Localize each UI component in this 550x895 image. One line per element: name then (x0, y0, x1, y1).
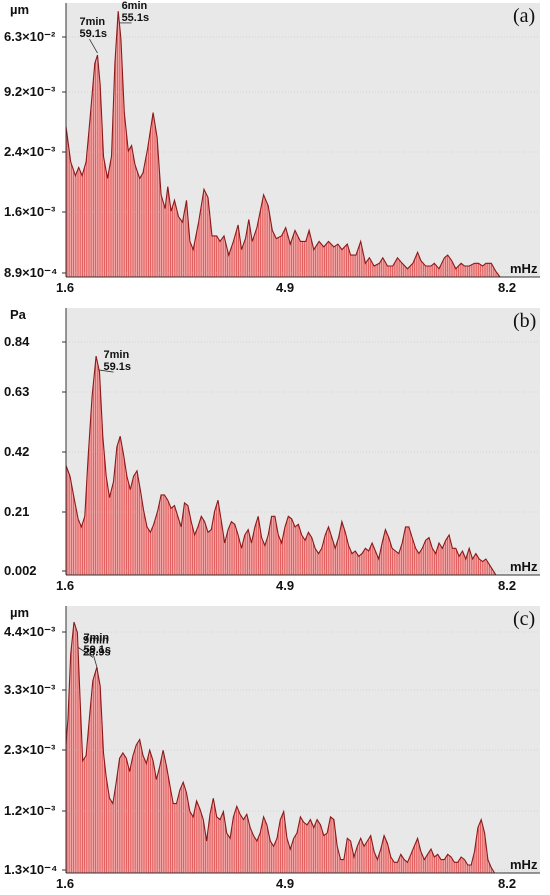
y-tick-label: 9.2×10⁻³ (4, 84, 56, 99)
annotation-line1: 7min (83, 632, 109, 644)
y-tick-label: 4.4×10⁻³ (4, 624, 56, 639)
spectrum-area (66, 622, 508, 873)
y-tick-label: 0.21 (4, 504, 29, 519)
y-tick-label: 6.3×10⁻² (4, 29, 56, 44)
x-tick-label: 4.9 (276, 578, 294, 593)
panel-2: 0.84 0.63 0.42 0.21 0.002 Pa 1.6 4.9 8.2 mHz (b) 7m… (4, 307, 540, 593)
annotation-line2: 59.1s (83, 644, 111, 656)
x-tick-label: 4.9 (276, 280, 294, 295)
spectrum-line (65, 11, 508, 278)
annotation-line2: 55.1s (122, 12, 150, 24)
spectrum-hatch (66, 21, 499, 277)
x-unit-label: mHz (510, 857, 538, 872)
y-tick-label: 1.2×10⁻³ (4, 803, 56, 818)
annotation-line1: 6min (122, 0, 148, 12)
y-tick-label: 0.002 (4, 563, 37, 578)
y-tick-label: 1.6×10⁻³ (4, 204, 56, 219)
grid (66, 631, 540, 871)
y-unit-label: µm (10, 2, 29, 17)
y-tick-label: 2.3×10⁻³ (4, 742, 56, 757)
y-tick-label: 0.42 (4, 444, 29, 459)
annotation-line1: 7min (79, 16, 105, 28)
panel-label: (b) (513, 310, 536, 332)
x-tick-label: 8.2 (498, 876, 516, 891)
spectrum-hatch (66, 361, 495, 575)
x-tick-label: 8.2 (498, 280, 516, 295)
y-tick-label: 3.3×10⁻³ (4, 682, 56, 697)
x-unit-label: mHz (510, 559, 538, 574)
panel-1: 6.3×10⁻² 9.2×10⁻³ 2.4×10⁻³ 1.6×10⁻³ 8.9×10⁻⁴… (4, 0, 540, 295)
spectrum-hatch (66, 626, 495, 873)
annotation-line2: 59.1s (103, 361, 131, 373)
annotation-line1: 9min (83, 634, 109, 646)
annotation-line1: 7min (103, 349, 129, 361)
spectrum-line (65, 621, 508, 874)
y-tick-label: 0.63 (4, 384, 29, 399)
y-unit-label: µm (10, 605, 29, 620)
grid (66, 36, 540, 274)
annotation-line2: 59.1s (79, 28, 107, 40)
y-tick-label: 8.9×10⁻⁴ (4, 265, 57, 280)
panel-label: (a) (513, 5, 535, 27)
x-tick-label: 1.6 (56, 280, 74, 295)
y-tick-label: 0.84 (4, 334, 30, 349)
y-tick-label: 2.4×10⁻³ (4, 144, 56, 159)
grid (66, 341, 540, 572)
x-unit-label: mHz (510, 261, 538, 276)
x-tick-label: 1.6 (56, 578, 74, 593)
panel-label: (c) (513, 608, 535, 630)
x-tick-label: 8.2 (498, 578, 516, 593)
y-unit-label: Pa (10, 307, 27, 322)
y-tick-label: 1.3×10⁻⁴ (4, 862, 57, 877)
x-tick-label: 1.6 (56, 876, 74, 891)
panel-3: 4.4×10⁻³ 3.3×10⁻³ 2.3×10⁻³ 1.2×10⁻³ 1.3×10⁻⁴… (4, 605, 540, 891)
spectrum-line (65, 355, 508, 576)
x-tick-label: 4.9 (276, 876, 294, 891)
spectrum-area (66, 356, 508, 575)
